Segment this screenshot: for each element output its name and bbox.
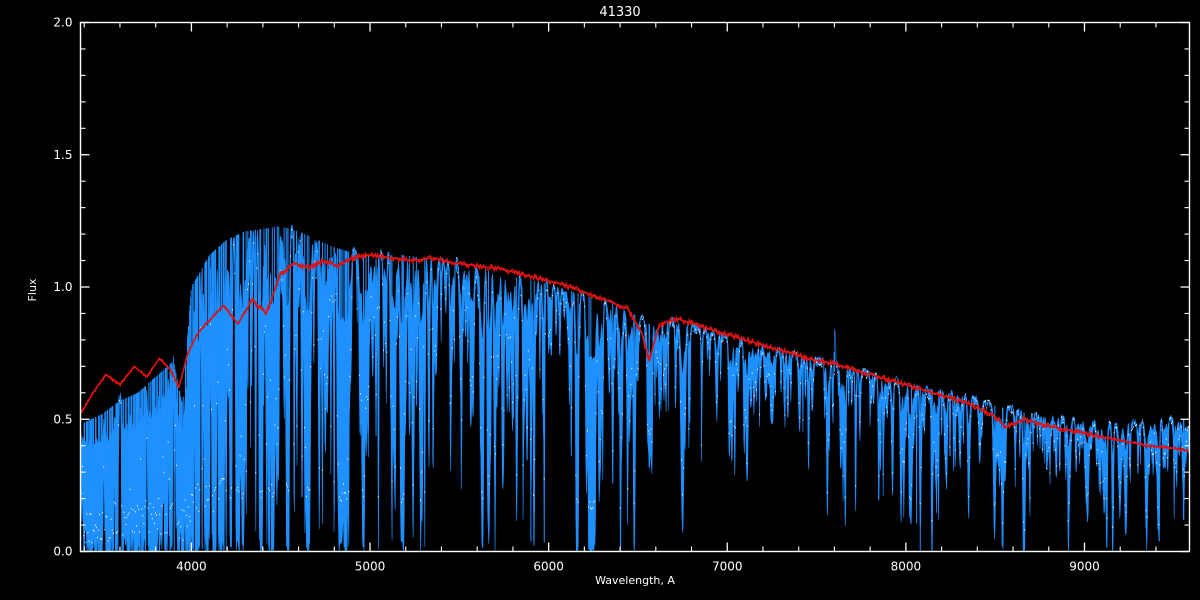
y-tick-label: 1.0 [53,280,72,294]
x-tick-label: 5000 [355,560,386,574]
axis-tick-labels: 4000 5000 6000 7000 8000 9000 0.0 0.5 1.0 1.5 2.0 [53,16,1099,574]
x-tick-label: 9000 [1069,560,1100,574]
y-tick-label: 2.0 [53,16,72,30]
x-tick-label: 8000 [891,560,922,574]
x-tick-label: 4000 [176,560,207,574]
observed-spectrum-white [80,228,1189,544]
x-axis-label: Wavelength, A [595,574,675,587]
spectrum-data-layer [80,224,1190,552]
chart-title: 41330 [599,5,640,20]
y-axis-label: Flux [26,278,39,301]
axes-layer: 4000 5000 6000 7000 8000 9000 0.0 0.5 1.0 1.5 2.0 [53,16,1191,574]
model-fit-red-detail [80,251,1190,453]
absorption-line-spikes [83,226,1185,552]
x-tick-label: 7000 [712,560,743,574]
y-tick-label: 0.0 [53,545,72,559]
x-tick-label: 6000 [533,560,564,574]
y-tick-label: 1.5 [53,148,72,162]
axis-ticks [80,21,1190,553]
y-tick-label: 0.5 [53,412,72,426]
